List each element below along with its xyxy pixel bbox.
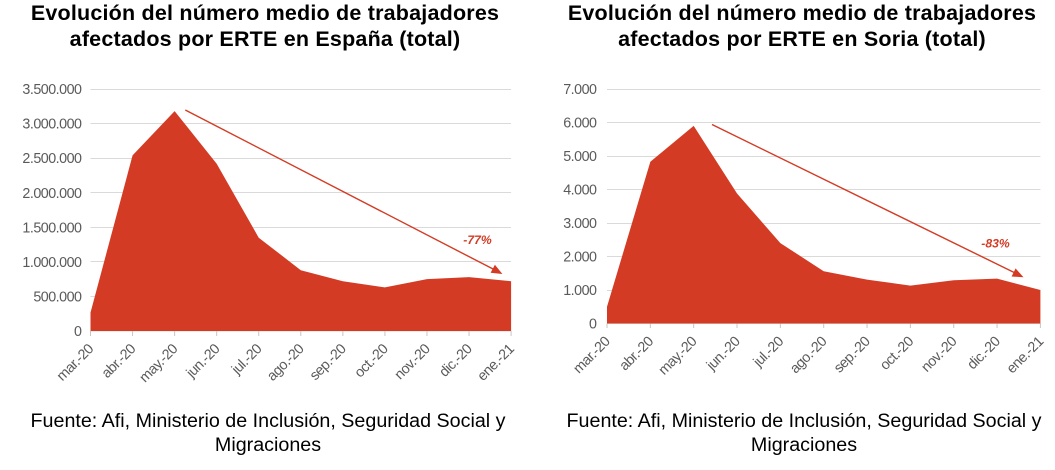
svg-text:jul.-20: jul.-20	[750, 333, 787, 370]
svg-text:jun.-20: jun.-20	[703, 333, 744, 374]
svg-text:sep.-20: sep.-20	[307, 341, 350, 384]
svg-text:1.000.000: 1.000.000	[22, 255, 82, 271]
svg-text:mar.-20: mar.-20	[570, 333, 613, 376]
svg-text:5.000: 5.000	[563, 149, 597, 165]
svg-text:2.000: 2.000	[563, 250, 597, 266]
svg-text:2.500.000: 2.500.000	[22, 151, 82, 167]
svg-text:abr.-20: abr.-20	[617, 333, 658, 374]
svg-text:1.500.000: 1.500.000	[22, 220, 82, 236]
svg-text:jul.-20: jul.-20	[228, 341, 265, 378]
svg-text:3.000.000: 3.000.000	[22, 117, 82, 133]
svg-text:1.000: 1.000	[563, 283, 597, 299]
svg-text:0: 0	[589, 317, 597, 333]
svg-text:abr.-20: abr.-20	[99, 341, 140, 382]
svg-text:oct.-20: oct.-20	[352, 341, 392, 381]
svg-text:7.000: 7.000	[563, 82, 597, 98]
svg-text:6.000: 6.000	[563, 116, 597, 132]
svg-text:0: 0	[74, 324, 82, 340]
svg-text:nov.-20: nov.-20	[918, 333, 960, 375]
svg-text:ene.-21: ene.-21	[474, 341, 518, 385]
svg-text:dic.-20: dic.-20	[436, 341, 476, 381]
svg-text:ago.-20: ago.-20	[264, 341, 308, 385]
svg-text:ago.-20: ago.-20	[787, 333, 831, 377]
svg-text:-83%: -83%	[981, 237, 1010, 251]
svg-text:may.-20: may.-20	[137, 341, 182, 386]
svg-text:sep.-20: sep.-20	[831, 333, 874, 376]
svg-text:may.-20: may.-20	[656, 333, 701, 378]
svg-text:oct.-20: oct.-20	[877, 333, 917, 373]
svg-text:2.000.000: 2.000.000	[22, 186, 82, 202]
svg-text:nov.-20: nov.-20	[392, 341, 434, 383]
svg-text:3.500.000: 3.500.000	[22, 82, 82, 98]
svg-text:dic.-20: dic.-20	[964, 333, 1004, 373]
svg-text:ene.-21: ene.-21	[1004, 333, 1048, 377]
svg-text:-77%: -77%	[463, 233, 492, 247]
svg-text:3.000: 3.000	[563, 216, 597, 232]
svg-text:jun.-20: jun.-20	[183, 341, 224, 382]
svg-text:4.000: 4.000	[563, 183, 597, 199]
svg-text:500.000: 500.000	[33, 290, 82, 306]
svg-text:mar.-20: mar.-20	[54, 341, 97, 384]
